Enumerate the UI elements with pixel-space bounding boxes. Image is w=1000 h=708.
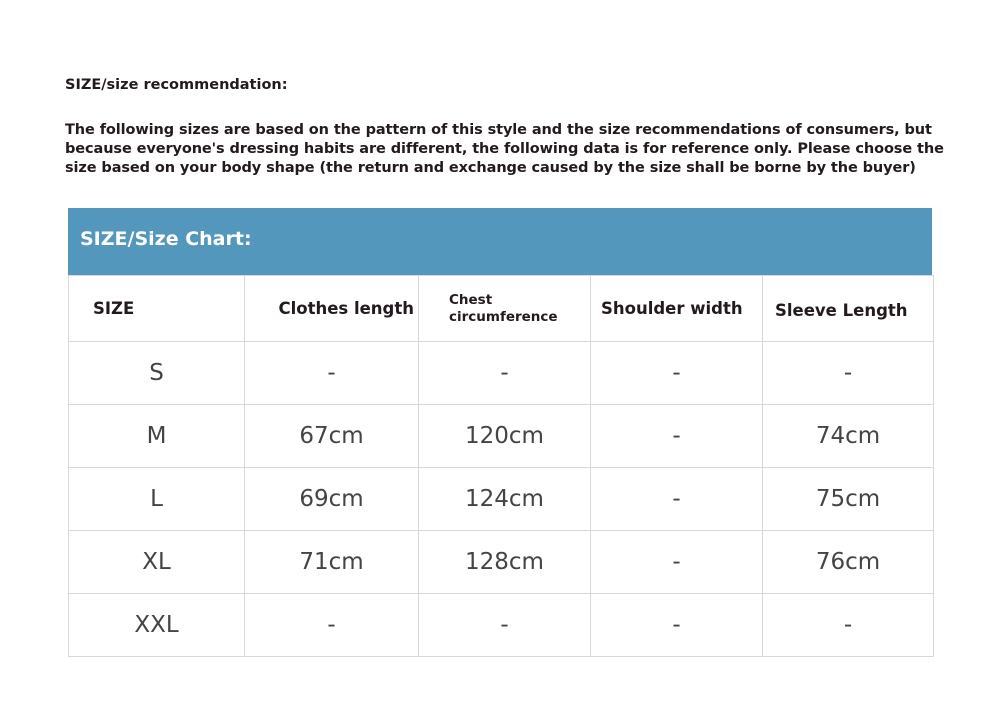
column-header: Chest circumference	[418, 275, 591, 342]
measurement-cell: 120cm	[418, 404, 591, 468]
measurement-cell: 69cm	[244, 467, 419, 531]
measurement-cell: 124cm	[418, 467, 591, 531]
measurement-cell: -	[590, 404, 763, 468]
measurement-cell: 128cm	[418, 530, 591, 594]
table-row: S----	[68, 341, 934, 405]
size-cell: XL	[68, 530, 245, 594]
size-chart-title: SIZE/Size Chart:	[68, 208, 932, 275]
intro-text: The following sizes are based on the pat…	[65, 122, 944, 176]
measurement-cell: 71cm	[244, 530, 419, 594]
measurement-cell: 74cm	[762, 404, 934, 468]
measurement-cell: -	[590, 341, 763, 405]
size-cell: L	[68, 467, 245, 531]
table-row: L 69cm 124cm -75cm	[68, 467, 934, 531]
measurement-cell: 75cm	[762, 467, 934, 531]
column-header: Clothes length	[244, 275, 419, 342]
column-header: Sleeve Length	[762, 275, 934, 342]
measurement-cell: -	[244, 593, 419, 657]
table-row: XXL - - - -	[68, 593, 934, 657]
measurement-cell: -	[590, 530, 763, 594]
measurement-cell: -	[418, 593, 591, 657]
size-cell: S	[68, 341, 245, 405]
size-cell: M	[68, 404, 245, 468]
section-heading: SIZE/size recommendation:	[65, 77, 288, 93]
column-header: Shoulder width	[590, 275, 763, 342]
table-row: XL 71cm 128cm -76cm	[68, 530, 934, 594]
measurement-cell: -	[244, 341, 419, 405]
table-header-row: SIZE Clothes length Chest circumference …	[68, 275, 934, 342]
measurement-cell: -	[590, 467, 763, 531]
measurement-cell: -	[418, 341, 591, 405]
size-cell: XXL	[68, 593, 245, 657]
column-header: SIZE	[68, 275, 245, 342]
table-row: M 67cm 120cm -74cm	[68, 404, 934, 468]
measurement-cell: -	[762, 593, 934, 657]
measurement-cell: -	[590, 593, 763, 657]
size-chart-table: SIZE Clothes length Chest circumference …	[68, 275, 934, 657]
measurement-cell: -	[762, 341, 934, 405]
measurement-cell: 76cm	[762, 530, 934, 594]
measurement-cell: 67cm	[244, 404, 419, 468]
